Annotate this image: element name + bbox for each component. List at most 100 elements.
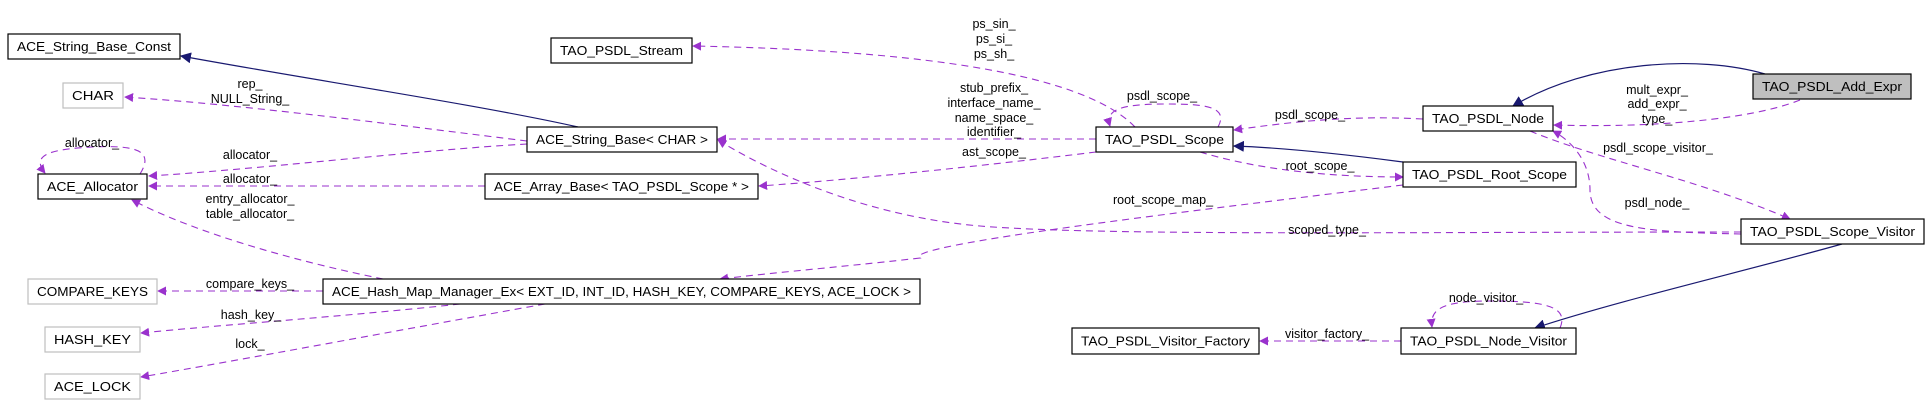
edge-label: psdl_node_ [1625,196,1691,210]
class-box [1071,327,1260,355]
usage-edge-scope-to-stream [692,41,1136,128]
edge-label: allocator_ [65,136,120,150]
class-box [484,173,759,200]
edge-label: compare_keys_ [206,277,295,291]
edge-label: add_expr_ [1627,97,1687,111]
inheritance-edge-root_scope-to-scope [1232,140,1404,163]
edge-label: ps_sin_ [972,17,1016,31]
nodes-layer: ACE_String_Base_Const TAO_PSDL_Stream CHAR… [7,33,1925,400]
class-node-scope-visitor[interactable]: TAO_PSDL_Scope_Visitor [1740,218,1925,245]
usage-edge-root_scope-to-hash_map [719,184,1404,283]
edge-label: root_scope_map_ [1113,193,1214,207]
class-node-scope[interactable]: TAO_PSDL_Scope [1095,126,1234,153]
class-name: CHAR [72,88,114,103]
class-box [550,37,693,64]
class-name: ACE_String_Base_Const [17,39,171,54]
edge-label: psdl_scope_ [1275,108,1346,122]
class-name: TAO_PSDL_Node [1432,111,1544,126]
class-node-root-scope[interactable]: TAO_PSDL_Root_Scope [1402,161,1577,188]
class-name: TAO_PSDL_Scope [1105,132,1224,147]
class-node-allocator[interactable]: ACE_Allocator [37,173,148,200]
usage-edge-string_base-to-allocator [148,143,528,181]
edge-label: ps_sh_ [974,47,1015,61]
class-box [1422,105,1554,132]
class-box [322,278,921,305]
class-node-string-base-const[interactable]: ACE_String_Base_Const [7,33,181,60]
class-node-char: CHAR [62,82,124,109]
usage-edge-hash_map-to-allocator [131,199,384,280]
class-box [27,278,158,305]
edge-label: node_visitor_ [1449,291,1524,305]
edge-label: table_allocator_ [206,207,295,221]
edge-label: root_scope_ [1286,159,1356,173]
edge-label: name_space_ [955,111,1035,125]
class-node-node[interactable]: TAO_PSDL_Node [1422,105,1554,132]
class-node-node-visitor[interactable]: TAO_PSDL_Node_Visitor [1400,327,1577,355]
class-node-ace-lock: ACE_LOCK [44,373,141,400]
class-box [526,126,718,153]
class-box [1752,73,1912,100]
edge-label: type_ [1642,112,1674,126]
class-box [1400,327,1577,355]
class-node-visitor-factory[interactable]: TAO_PSDL_Visitor_Factory [1071,327,1260,355]
class-name: ACE_Allocator [47,179,139,194]
edge-label: scoped_type_ [1288,223,1367,237]
class-name: TAO_PSDL_Add_Expr [1762,79,1903,94]
inheritance-edge-string_base-to-string_base_const [179,52,579,128]
class-name: TAO_PSDL_Scope_Visitor [1750,224,1916,239]
usage-edge-string_base-to-char [124,93,528,142]
class-node-hash-map[interactable]: ACE_Hash_Map_Manager_Ex< EXT_ID, INT_ID,… [322,278,921,305]
inheritance-edge-scope_visitor-to-node_visitor [1533,243,1843,331]
usage-edge-scope-to-root_scope [1199,151,1404,182]
edge-label: ps_si_ [976,32,1013,46]
usage-edge-add_expr-to-node [1553,99,1801,130]
edge-label: entry_allocator_ [206,192,296,206]
class-node-string-base[interactable]: ACE_String_Base< CHAR > [526,126,718,153]
class-name: TAO_PSDL_Stream [560,43,683,58]
class-box [44,326,141,353]
class-name: TAO_PSDL_Visitor_Factory [1081,334,1251,349]
class-name: ACE_LOCK [54,379,131,394]
edge-label: ast_scope_ [962,145,1027,159]
class-name: ACE_Array_Base< TAO_PSDL_Scope * > [494,179,749,194]
edge-label: psdl_scope_ [1127,89,1198,103]
class-box [44,373,141,400]
class-name: ACE_String_Base< CHAR > [536,132,708,147]
inheritance-edge-add_expr-to-node [1512,62,1766,107]
edge-label: identifier_ [967,125,1022,139]
edges-layer [36,41,1843,381]
class-name: HASH_KEY [54,332,131,347]
class-box [62,82,124,109]
edge-label: lock_ [235,337,265,351]
class-box [37,173,148,200]
usage-edge-hash_map-to-hash_key [140,303,461,337]
edge-label: NULL_String_ [211,92,291,106]
edge-label: stub_prefix_ [960,81,1029,95]
usage-edge-scope-to-array_base [758,151,1097,190]
usage-edge-node-to-scope_visitor [1529,130,1791,220]
class-node-stream[interactable]: TAO_PSDL_Stream [550,37,693,64]
class-name: TAO_PSDL_Root_Scope [1412,167,1567,182]
edge-label: psdl_scope_visitor_ [1603,141,1714,155]
edge-label: interface_name_ [947,96,1041,110]
class-name: COMPARE_KEYS [37,284,148,299]
usage-edge-hash_map-to-ace_lock [140,303,546,381]
edge-label: hash_key_ [221,308,283,322]
class-node-array-base[interactable]: ACE_Array_Base< TAO_PSDL_Scope * > [484,173,759,200]
usage-edge-scope-to-scope [1103,103,1222,128]
class-node-hash-key: HASH_KEY [44,326,141,353]
class-node-compare-keys: COMPARE_KEYS [27,278,158,305]
edge-labels-layer: rep_NULL_String_allocator_allocator_allo… [65,17,1714,351]
class-node-add-expr[interactable]: TAO_PSDL_Add_Expr [1752,73,1912,100]
usage-edge-allocator-to-allocator [36,146,146,175]
class-box [7,33,181,60]
usage-edge-node-to-scope [1233,117,1424,134]
class-box [1402,161,1577,188]
edge-label: rep_ [237,77,263,91]
edge-label: mult_expr_ [1626,83,1689,97]
class-box [1095,126,1234,153]
edge-label: allocator_ [223,172,278,186]
class-box [1740,218,1925,245]
edge-label: visitor_factory_ [1285,327,1370,341]
